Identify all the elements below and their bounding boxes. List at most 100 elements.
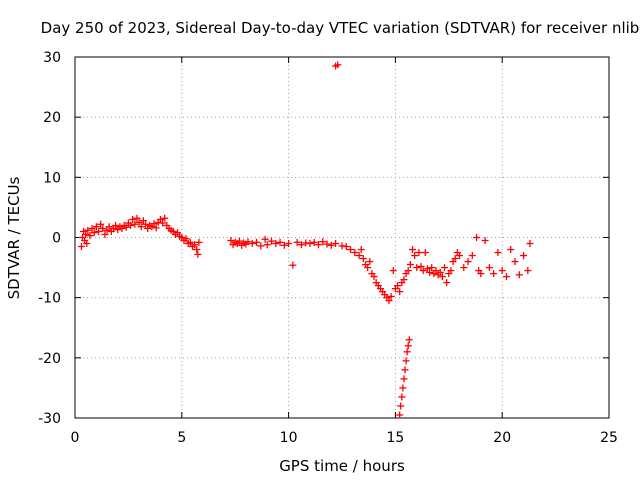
data-point [477, 270, 485, 278]
data-point [310, 238, 318, 246]
x-axis-title: GPS time / hours [279, 457, 405, 475]
data-point [432, 267, 440, 275]
data-point [261, 235, 269, 243]
data-point [364, 264, 372, 272]
data-point [406, 261, 414, 269]
data-point [411, 252, 419, 260]
axis-ticks [74, 56, 610, 419]
data-point [182, 235, 190, 243]
data-point [511, 258, 519, 266]
data-point [83, 240, 91, 248]
data-point [127, 221, 135, 229]
data-point [428, 264, 436, 272]
data-point [90, 229, 98, 237]
data-point [137, 223, 145, 231]
data-point [293, 238, 301, 246]
data-point [97, 220, 105, 228]
data-point [441, 264, 449, 272]
data-point [403, 348, 411, 356]
data-point [387, 292, 395, 300]
data-point [186, 238, 194, 246]
data-point [394, 282, 402, 290]
data-point [86, 232, 94, 240]
data-point [507, 246, 515, 254]
data-point [494, 249, 502, 257]
data-point [413, 264, 421, 272]
y-tick-label: 30 [43, 50, 61, 66]
data-point [415, 249, 423, 257]
data-point [141, 220, 149, 228]
data-point [451, 255, 459, 263]
data-point [399, 384, 407, 392]
data-point [195, 238, 203, 246]
data-point [400, 375, 408, 383]
data-point [257, 242, 265, 250]
y-tick-label: 20 [43, 110, 61, 126]
y-tick-label: -10 [38, 291, 61, 307]
data-point [235, 237, 243, 245]
data-point [315, 241, 323, 249]
data-point [473, 234, 481, 241]
data-point [401, 366, 409, 374]
data-point [289, 261, 297, 269]
data-point [355, 252, 363, 260]
data-point [161, 214, 169, 222]
data-point [129, 215, 137, 223]
data-point [436, 268, 444, 276]
data-point [347, 246, 355, 254]
data-point [276, 238, 284, 246]
data-point [84, 226, 92, 234]
data-point [438, 273, 446, 281]
data-point [77, 243, 85, 251]
data-point [404, 342, 412, 350]
x-tick-labels: 0 5 10 15 20 25 [71, 430, 618, 446]
data-point [253, 238, 261, 246]
x-tick-label: 5 [177, 430, 186, 446]
data-point [443, 279, 451, 287]
data-point [105, 223, 113, 231]
data-point [82, 230, 90, 238]
data-point [396, 288, 404, 296]
data-point [423, 265, 431, 273]
data-point [323, 240, 331, 248]
data-point [285, 240, 293, 248]
data-point [520, 252, 528, 260]
data-point [447, 267, 455, 275]
data-point [366, 258, 374, 266]
data-point [268, 237, 276, 245]
data-point [152, 224, 160, 232]
data-point [402, 357, 410, 365]
data-point [455, 252, 463, 260]
data-point [419, 267, 427, 275]
data-point [191, 241, 199, 249]
y-tick-label: 10 [43, 170, 61, 186]
data-point [135, 218, 143, 226]
data-point [359, 255, 367, 263]
data-point [385, 297, 393, 305]
data-point [139, 217, 147, 225]
data-point [460, 264, 468, 272]
data-point [92, 223, 100, 231]
data-point [174, 229, 182, 237]
data-point [193, 246, 201, 254]
data-point [417, 262, 425, 270]
data-point [194, 250, 202, 258]
data-point [351, 249, 359, 257]
data-point [468, 252, 476, 260]
data-point [327, 241, 335, 249]
data-point [481, 237, 489, 245]
data-point [332, 240, 340, 248]
data-point [370, 273, 378, 281]
data-point [133, 214, 141, 222]
data-point [88, 224, 96, 232]
data-point [515, 271, 523, 279]
data-point [263, 241, 271, 249]
data-point [280, 241, 288, 249]
x-tick-label: 0 [71, 430, 80, 446]
data-point [405, 336, 413, 344]
grid-lines [75, 57, 609, 418]
x-tick-label: 25 [600, 430, 618, 446]
data-point [426, 268, 434, 276]
